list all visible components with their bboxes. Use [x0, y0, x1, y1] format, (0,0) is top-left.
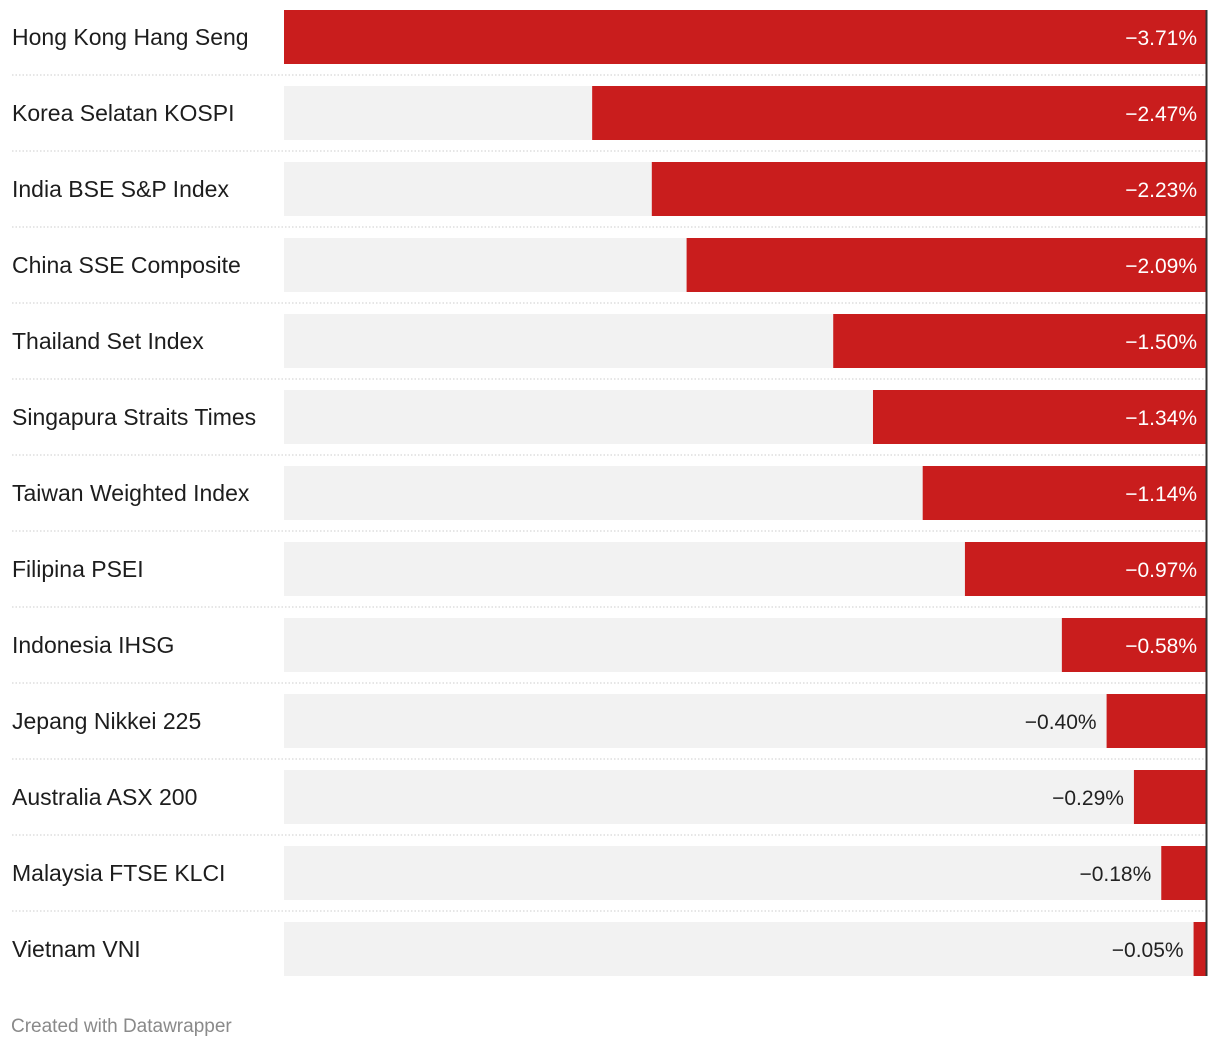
category-label: Australia ASX 200 — [12, 784, 197, 810]
value-label: −0.18% — [1079, 863, 1151, 886]
value-label: −1.14% — [1125, 483, 1197, 506]
category-label: Malaysia FTSE KLCI — [12, 860, 225, 886]
value-label: −0.58% — [1125, 635, 1197, 658]
bar — [1193, 922, 1206, 976]
value-label: −1.50% — [1125, 331, 1197, 354]
bar — [651, 162, 1206, 216]
bar-track — [284, 922, 1206, 976]
category-label: Singapura Straits Times — [12, 404, 256, 430]
bar — [833, 314, 1206, 368]
bar-track — [284, 618, 1206, 672]
bar — [284, 10, 1206, 64]
value-label: −1.34% — [1125, 407, 1197, 430]
bar — [872, 390, 1206, 444]
category-label: Filipina PSEI — [12, 556, 144, 582]
value-label: −0.29% — [1052, 787, 1124, 810]
bar-track — [284, 770, 1206, 824]
category-label: Indonesia IHSG — [12, 632, 174, 658]
value-label: −0.05% — [1112, 939, 1184, 962]
bar — [686, 238, 1206, 292]
category-label: Taiwan Weighted Index — [12, 480, 250, 506]
category-label: Vietnam VNI — [12, 936, 141, 962]
value-label: −2.47% — [1125, 103, 1197, 126]
value-label: −0.97% — [1125, 559, 1197, 582]
bar — [922, 466, 1206, 520]
category-label: China SSE Composite — [12, 252, 241, 278]
value-label: −3.71% — [1125, 27, 1197, 50]
category-label: Hong Kong Hang Seng — [12, 24, 249, 50]
category-label: Thailand Set Index — [12, 328, 204, 354]
bar — [592, 86, 1206, 140]
datawrapper-credit: Created with Datawrapper — [11, 1016, 232, 1037]
value-label: −2.23% — [1125, 179, 1197, 202]
bar — [1061, 618, 1206, 672]
category-label: Korea Selatan KOSPI — [12, 100, 234, 126]
category-label: India BSE S&P Index — [12, 176, 229, 202]
bar-track — [284, 846, 1206, 900]
category-label: Jepang Nikkei 225 — [12, 708, 201, 734]
bar-chart: Hong Kong Hang Seng −3.71% Korea Selatan K… — [12, 10, 1208, 976]
bar — [1161, 846, 1206, 900]
bar — [1133, 770, 1206, 824]
bar — [964, 542, 1206, 596]
value-label: −0.40% — [1025, 711, 1097, 734]
bar — [1106, 694, 1206, 748]
value-label: −2.09% — [1125, 255, 1197, 278]
bar-track — [284, 694, 1206, 748]
